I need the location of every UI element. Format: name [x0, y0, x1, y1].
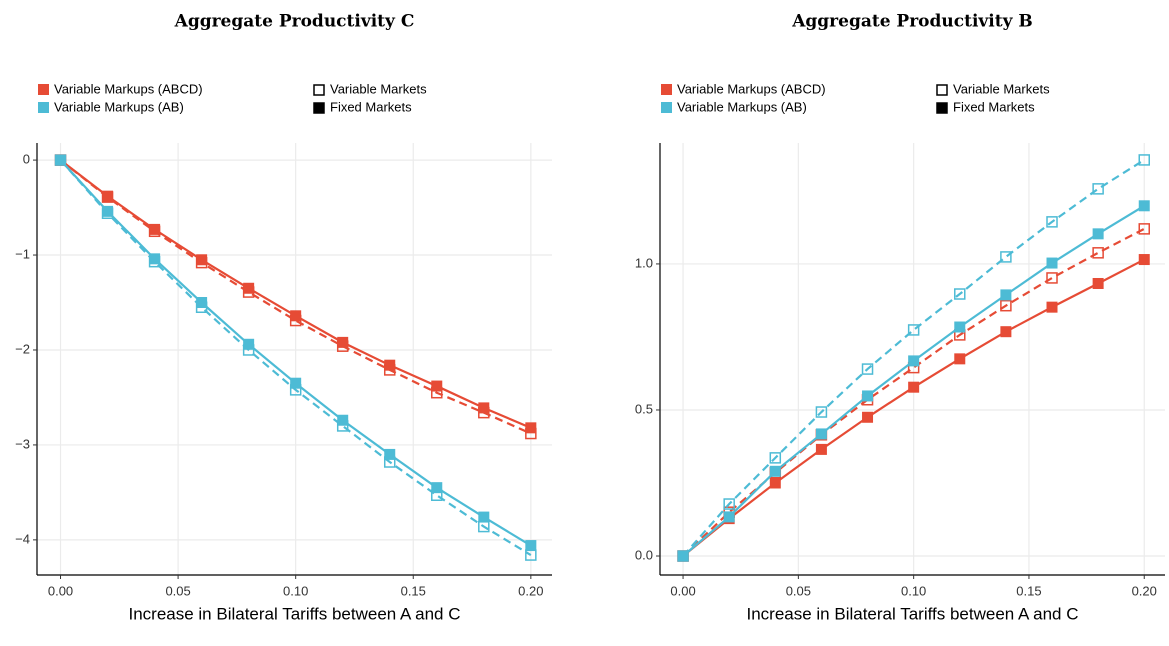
legend-key: [661, 102, 672, 113]
point: [1138, 254, 1150, 266]
chart-title: Aggregate Productivity C: [174, 12, 415, 32]
point: [769, 452, 782, 464]
point: [908, 381, 920, 393]
point: [1092, 247, 1104, 259]
point: [862, 390, 874, 402]
point: [1000, 299, 1012, 312]
point: [907, 324, 920, 336]
x-axis-label: Increase in Bilateral Tariffs between A …: [746, 604, 1078, 623]
y-tick-label: −3: [15, 436, 30, 451]
legend-key: [38, 84, 49, 95]
point: [769, 477, 781, 489]
point: [1046, 272, 1058, 284]
point: [954, 321, 966, 333]
point: [677, 550, 689, 562]
point: [525, 540, 537, 552]
legend-label: Variable Markups (ABCD): [677, 81, 826, 96]
point: [1046, 257, 1058, 269]
series-line: [59, 159, 532, 435]
legend-label: Variable Markets: [953, 81, 1050, 96]
legend-label: Variable Markets: [330, 81, 427, 96]
panel: Aggregate Productivity B Variable Markups…: [635, 12, 1165, 623]
point: [384, 359, 396, 371]
point: [1092, 183, 1104, 195]
x-tick-label: 0.05: [165, 583, 190, 598]
point: [908, 355, 920, 367]
point: [1000, 326, 1012, 338]
legend-label: Variable Markups (AB): [677, 99, 807, 114]
point: [1046, 216, 1058, 228]
x-tick-label: 0.05: [786, 583, 811, 598]
x-tick-label: 0.10: [901, 583, 926, 598]
legend-key: [313, 102, 325, 114]
panel: Aggregate Productivity C Variable Markups…: [15, 12, 552, 623]
legend-label: Fixed Markets: [330, 99, 412, 114]
point: [815, 428, 827, 440]
legend-key: [38, 102, 49, 113]
y-tick-label: 0.5: [635, 401, 653, 416]
y-tick-label: 0: [23, 152, 30, 167]
legend-key: [936, 102, 948, 114]
point: [196, 297, 208, 309]
point: [149, 253, 161, 265]
legend-label: Variable Markups (AB): [54, 99, 184, 114]
legend-label: Variable Markups (ABCD): [54, 81, 203, 96]
point: [55, 154, 67, 166]
series-line: [59, 159, 532, 557]
point: [769, 465, 781, 477]
point: [384, 448, 396, 460]
x-tick-label: 0.10: [283, 583, 308, 598]
point: [1138, 223, 1150, 235]
x-tick-label: 0.00: [670, 583, 695, 598]
point: [1000, 251, 1012, 263]
point: [862, 411, 874, 423]
point: [243, 282, 255, 294]
point: [1138, 200, 1150, 212]
point: [290, 310, 302, 322]
point: [102, 190, 114, 202]
point: [337, 336, 349, 348]
point: [478, 402, 490, 414]
point: [1000, 289, 1012, 301]
point: [861, 363, 874, 375]
x-tick-label: 0.00: [48, 583, 73, 598]
point: [478, 511, 490, 523]
y-tick-label: −4: [15, 531, 30, 546]
x-tick-label: 0.20: [1132, 583, 1157, 598]
point: [815, 443, 827, 455]
legend-key: [661, 84, 672, 95]
legend-key: [313, 84, 325, 96]
x-tick-label: 0.20: [518, 583, 543, 598]
point: [815, 406, 828, 418]
point: [1138, 154, 1150, 166]
y-tick-label: −1: [15, 246, 30, 261]
chart-title: Aggregate Productivity B: [791, 12, 1033, 32]
point: [1092, 277, 1104, 289]
point: [723, 498, 735, 510]
point: [954, 353, 966, 365]
point: [431, 482, 443, 494]
y-tick-label: 0.0: [635, 547, 653, 562]
x-axis-label: Increase in Bilateral Tariffs between A …: [128, 604, 460, 623]
y-tick-label: 1.0: [635, 255, 653, 270]
y-tick-label: −2: [15, 341, 30, 356]
point: [954, 288, 966, 300]
point: [290, 377, 302, 389]
point: [149, 223, 161, 235]
x-tick-label: 0.15: [1016, 583, 1041, 598]
point: [196, 254, 208, 266]
point: [102, 205, 114, 217]
legend-key: [936, 84, 948, 96]
point: [525, 422, 537, 434]
point: [723, 511, 735, 523]
point: [431, 380, 443, 392]
point: [1092, 228, 1104, 240]
legend-label: Fixed Markets: [953, 99, 1035, 114]
x-tick-label: 0.15: [401, 583, 426, 598]
point: [243, 338, 255, 350]
point: [337, 414, 349, 426]
point: [1046, 301, 1058, 313]
